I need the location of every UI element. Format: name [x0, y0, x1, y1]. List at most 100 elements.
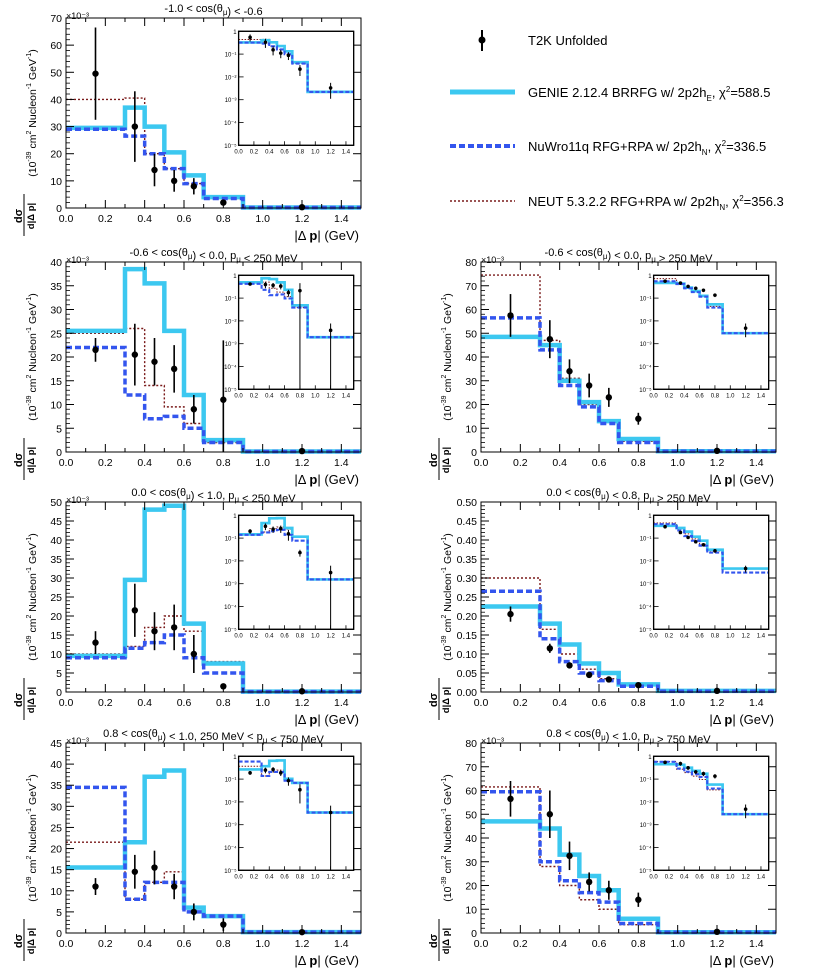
inset-log-panel: 10⁻⁵ 10⁻⁴ 10⁻³ 10⁻² 10⁻¹ 1 0.0 0.2 0.4 0.6 0.8 1.0 1… [639, 274, 770, 399]
data-point [190, 406, 198, 413]
inset-x-tick-label: 1.2 [326, 149, 335, 155]
x-tick-label: 0.4 [137, 697, 152, 709]
inset-y-tick-label: 10⁻³ [225, 823, 237, 829]
y-tick-label: 25 [50, 592, 62, 604]
x-tick-label: 0.8 [216, 213, 231, 225]
legend-label-genie: GENIE 2.12.4 BRRFG w/ 2p2hE, χ2=588.5 [528, 85, 770, 103]
plot-frame [65, 742, 362, 934]
x-tick-label: 1.4 [334, 457, 349, 469]
inset-log-panel: 10⁻⁵ 10⁻⁴ 10⁻³ 10⁻² 10⁻¹ 1 0.0 0.2 0.4 0.6 0.8 1.0 1… [224, 514, 355, 639]
data-point [566, 662, 573, 669]
series-genie-line [66, 503, 361, 694]
y-tick-label: 0.10 [457, 649, 478, 661]
x-tick-label: 0.8 [631, 457, 646, 469]
y-exponent-label: ×10⁻³ [66, 495, 89, 505]
legend-label-nuwro: NuWro11q RFG+RPA w/ 2p2hN, χ2=336.5 [528, 139, 766, 157]
inset-x-tick-label: 0.4 [680, 393, 689, 399]
chart-panel-3: -0.6 < cos(θμ) < 0.0, pμ > 250 MeV×10⁻³0… [428, 247, 777, 487]
x-tick-label: 0.2 [98, 213, 113, 225]
inset-y-tick-label: 1 [233, 514, 237, 520]
svg-text:d|Δ p|: d|Δ p| [441, 687, 452, 713]
inset-x-tick-label: 1.0 [311, 633, 320, 639]
inset-series-genie [238, 38, 354, 94]
inset-data-point [328, 328, 333, 333]
inset-data-point [278, 284, 283, 288]
y-tick-label: 0 [56, 928, 62, 940]
x-tick-label: 1.0 [255, 457, 270, 469]
x-axis-label: |Δ p| (GeV) [294, 953, 359, 968]
y-tick-label: 15 [50, 376, 62, 388]
inset-data-point [248, 282, 252, 286]
inset-y-tick-label: 10⁻² [640, 559, 652, 565]
x-axis-label: |Δ p| (GeV) [709, 953, 774, 968]
svg-text:(10-39 cm2 Nucleon-1 GeV-1): (10-39 cm2 Nucleon-1 GeV-1) [441, 774, 454, 902]
inset-y-tick-label: 10⁻⁵ [639, 868, 652, 875]
inset-x-tick-label: 0.2 [665, 633, 674, 639]
inset-y-tick-label: 1 [648, 274, 652, 280]
inset-x-tick-label: 0.8 [711, 874, 720, 880]
inset-y-tick-label: 10⁻³ [225, 582, 237, 588]
inset-x-tick-label: 0.2 [665, 874, 674, 880]
inset-data-point [263, 524, 268, 529]
inset-series-nuwro [653, 523, 769, 574]
inset-x-tick-label: 0.0 [234, 633, 243, 639]
y-tick-label: 20 [50, 352, 62, 364]
svg-text:(10-39 cm2 Nucleon-1 GeV-1): (10-39 cm2 Nucleon-1 GeV-1) [26, 49, 39, 177]
y-tick-label: 60 [465, 786, 477, 798]
svg-text:dσ: dσ [13, 692, 25, 707]
series-nuwro-line [481, 316, 776, 454]
inset-y-tick-label: 10⁻⁵ [639, 387, 652, 394]
y-tick-label: 35 [50, 780, 62, 792]
series-neut-line [66, 841, 361, 933]
x-tick-label: 1.0 [670, 457, 685, 469]
y-tick-label: 0.40 [457, 535, 478, 547]
x-tick-label: 1.4 [334, 213, 349, 225]
x-tick-label: 0.0 [59, 213, 74, 225]
y-axis-label: (10-39 cm2 Nucleon-1 GeV-1) dσ d|Δ p| [13, 293, 39, 480]
data-point [546, 811, 554, 818]
inset-data-point [678, 281, 683, 285]
svg-text:d|Δ p|: d|Δ p| [26, 687, 37, 713]
data-point [585, 382, 593, 389]
inset-data-point [248, 529, 252, 534]
x-tick-label: 1.2 [710, 938, 725, 950]
y-tick-label: 25 [50, 822, 62, 834]
inset-x-tick-label: 1.0 [311, 393, 320, 399]
x-axis-label: |Δ p| (GeV) [294, 228, 359, 243]
legend: T2K Unfolded GENIE 2.12.4 BRRFG w/ 2p2hE… [450, 30, 784, 212]
inset-data-point [298, 787, 302, 792]
inset-data-point [701, 288, 706, 293]
inset-x-tick-label: 1.2 [741, 393, 750, 399]
data-point [507, 610, 514, 618]
y-tick-label: 0.20 [457, 611, 478, 623]
data-point [131, 351, 139, 358]
y-tick-label: 25 [50, 328, 62, 340]
y-tick-label: 40 [465, 833, 477, 845]
data-point [635, 896, 642, 903]
inset-x-tick-label: 1.0 [311, 149, 320, 155]
inset-data-point [713, 293, 717, 297]
data-point [151, 864, 158, 871]
x-tick-label: 1.4 [749, 697, 764, 709]
inset-x-tick-label: 0.0 [234, 393, 243, 399]
inset-y-tick-label: 1 [648, 755, 652, 761]
svg-text:dσ: dσ [428, 452, 440, 467]
inset-y-tick-label: 10⁻³ [225, 98, 237, 104]
inset-data-point [286, 290, 291, 295]
y-tick-label: 70 [50, 13, 62, 25]
inset-log-panel: 10⁻⁵ 10⁻⁴ 10⁻³ 10⁻² 10⁻¹ 1 0.0 0.2 0.4 0.6 0.8 1.0 1… [639, 755, 770, 880]
inset-y-tick-label: 1 [233, 274, 237, 280]
y-axis-fraction: dσ d|Δ p| [13, 678, 37, 720]
inset-x-tick-label: 1.4 [342, 149, 351, 155]
y-axis-fraction: dσ d|Δ p| [428, 919, 452, 961]
inset-data-point [701, 543, 706, 547]
inset-x-tick-label: 0.0 [234, 874, 243, 880]
y-tick-label: 0 [471, 928, 477, 940]
inset-x-tick-label: 1.4 [342, 874, 351, 880]
y-exponent-label: ×10⁻³ [481, 255, 504, 265]
y-tick-label: 40 [50, 759, 62, 771]
x-tick-label: 0.8 [216, 697, 231, 709]
inset-x-tick-label: 0.8 [296, 633, 305, 639]
inset-y-tick-label: 10⁻² [225, 559, 237, 565]
series-genie-line [66, 266, 361, 454]
